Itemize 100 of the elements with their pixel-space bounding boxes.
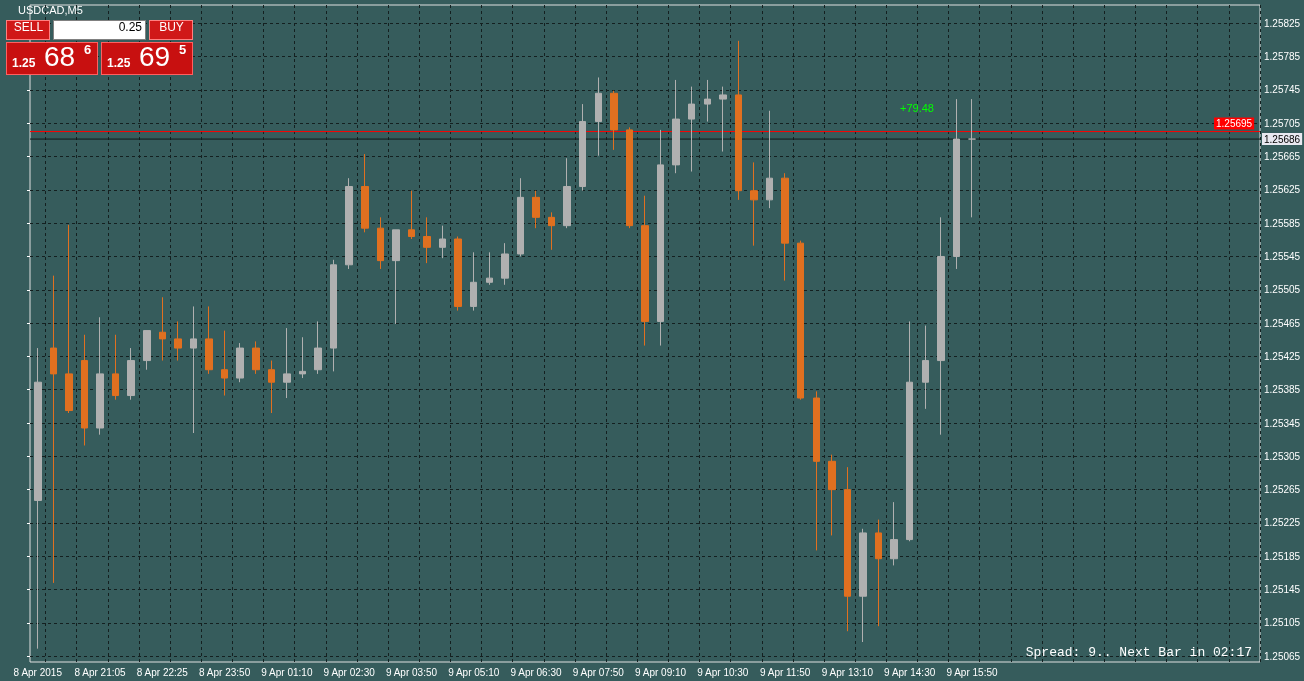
chart-title: USDCAD,M5 [18, 3, 83, 16]
candlestick [828, 454, 836, 536]
candlestick [595, 76, 602, 157]
candlestick [937, 216, 945, 436]
y-tick-label: 1.25705 [1264, 117, 1301, 129]
candlestick [314, 320, 322, 375]
candlestick [439, 225, 446, 259]
x-tick-label: 9 Apr 02:30 [323, 666, 376, 678]
candlestick [423, 216, 431, 264]
candlestick [890, 501, 898, 566]
y-tick-label: 1.25225 [1264, 517, 1301, 529]
y-tick-label: 1.25345 [1264, 417, 1301, 429]
ref-line-label: 1.25695 [1216, 118, 1253, 130]
x-tick-label: 9 Apr 03:50 [385, 666, 438, 678]
candlestick [392, 229, 400, 325]
candlestick [454, 235, 462, 312]
x-tick-label: 9 Apr 14:30 [884, 666, 936, 678]
x-tick-label: 9 Apr 01:10 [261, 666, 313, 678]
y-tick-label: 1.25825 [1264, 17, 1301, 29]
candlestick [922, 325, 929, 410]
x-tick-label: 9 Apr 05:10 [448, 666, 500, 678]
candlestick [968, 98, 976, 218]
candlestick [797, 240, 804, 401]
candlestick [174, 320, 182, 362]
x-tick-label: 9 Apr 10:30 [697, 666, 749, 678]
x-tick-label: 9 Apr 06:30 [510, 666, 563, 678]
y-tick-label: 1.25505 [1264, 284, 1301, 296]
candlestick [501, 242, 509, 286]
candlestick [486, 251, 493, 286]
candlestick [81, 334, 88, 446]
candlestick [532, 190, 540, 229]
candlestick [657, 129, 664, 347]
annotation: Spread: 9.. Next Bar in 02:17 [1024, 645, 1252, 661]
candlestick [781, 172, 789, 282]
candlestick [688, 86, 695, 173]
annotation: +79.48 [900, 102, 934, 115]
annotation: BUY [158, 20, 185, 35]
candlestick [408, 190, 415, 240]
annotation: 6 [84, 42, 92, 58]
candlestick [548, 211, 555, 251]
y-tick-label: 1.25585 [1264, 217, 1301, 229]
candlestick [268, 360, 275, 414]
candlestick [299, 336, 306, 379]
candlestick [50, 275, 57, 584]
x-tick-label: 9 Apr 13:10 [821, 666, 874, 678]
y-tick-label: 1.25465 [1264, 317, 1301, 329]
candlestick [813, 390, 820, 551]
annotation: SELL [12, 20, 45, 35]
candlestick [205, 305, 213, 375]
y-tick-label: 1.25105 [1264, 617, 1301, 629]
y-tick-label: 1.25785 [1264, 51, 1301, 63]
candlestick [112, 334, 119, 401]
x-tick-label: 9 Apr 15:50 [946, 666, 998, 678]
y-tick-label: 1.25145 [1264, 584, 1301, 596]
candlestick [719, 86, 727, 153]
candlestick [377, 216, 384, 270]
candlestick [159, 296, 166, 362]
y-tick-label: 1.25425 [1264, 350, 1301, 362]
candlestick [906, 320, 913, 542]
x-tick-label: 8 Apr 21:05 [74, 666, 127, 678]
candlestick [626, 126, 633, 229]
candlestick [283, 327, 291, 399]
annotation: 1.25 [107, 56, 131, 71]
candlestick [735, 40, 742, 201]
candlestick [330, 259, 337, 372]
candlestick [844, 466, 851, 632]
x-tick-label: 9 Apr 07:50 [572, 666, 625, 678]
candlestick [563, 157, 571, 229]
candlestick [190, 305, 197, 434]
x-tick-label: 8 Apr 23:50 [199, 666, 251, 678]
annotation: 5 [179, 42, 187, 58]
candlestick [610, 90, 618, 151]
x-tick-label: 8 Apr 22:25 [136, 666, 189, 678]
y-tick-label: 1.25265 [1264, 484, 1301, 496]
candlestick [236, 342, 244, 383]
candlestick [345, 177, 353, 270]
candlestick [127, 347, 135, 401]
x-tick-label: 9 Apr 09:10 [634, 666, 687, 678]
annotation: 1.25 [12, 56, 36, 71]
ref-line-label: 1.25686 [1264, 133, 1301, 145]
annotation: 69 [139, 41, 171, 74]
x-tick-label: 9 Apr 11:50 [759, 666, 811, 678]
candlestick [470, 251, 477, 312]
candlestick [672, 79, 680, 174]
y-tick-label: 1.25665 [1264, 151, 1301, 163]
candlestick [859, 528, 867, 643]
y-tick-label: 1.25305 [1264, 450, 1301, 462]
annotation: 0.25 [117, 20, 142, 35]
candlestick [252, 340, 260, 375]
candlestick [875, 519, 882, 627]
y-tick-label: 1.25625 [1264, 184, 1301, 196]
y-tick-label: 1.25185 [1264, 550, 1301, 562]
candlestick [766, 110, 773, 209]
annotation: 68 [44, 41, 76, 74]
x-tick-label: 8 Apr 2015 [13, 666, 63, 678]
candlestick [96, 316, 104, 436]
candlestick [704, 79, 711, 123]
candlestick [221, 330, 228, 397]
candlestick [517, 177, 524, 257]
candlestick [953, 98, 960, 270]
